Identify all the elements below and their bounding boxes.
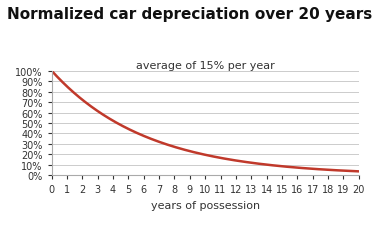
Title: average of 15% per year: average of 15% per year <box>136 61 274 70</box>
Text: Normalized car depreciation over 20 years: Normalized car depreciation over 20 year… <box>7 7 373 22</box>
X-axis label: years of possession: years of possession <box>150 200 260 210</box>
